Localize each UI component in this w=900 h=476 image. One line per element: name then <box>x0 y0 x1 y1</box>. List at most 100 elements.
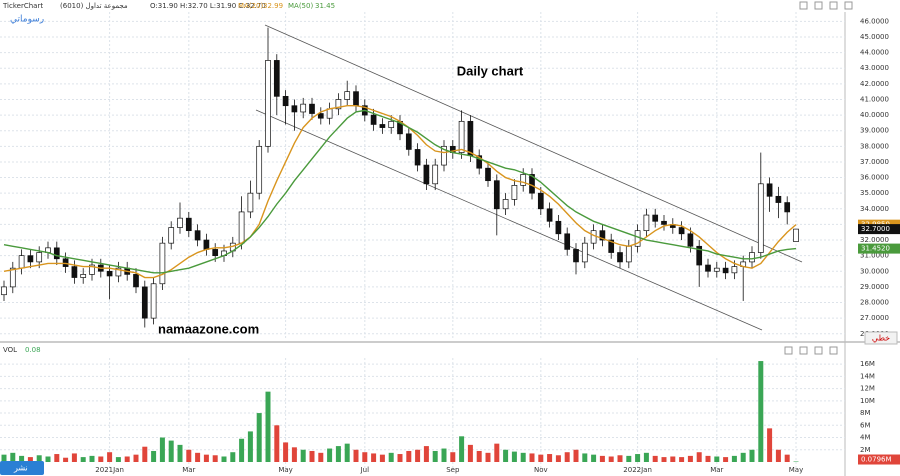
publish-label: نشر <box>13 464 28 473</box>
candle-body <box>423 164 430 185</box>
volume-bar <box>1 454 7 462</box>
volume-bar <box>635 454 641 462</box>
volume-bar <box>432 450 438 462</box>
x-tick-label: May <box>789 466 803 474</box>
candle-body <box>177 217 183 228</box>
volume-bar <box>441 448 447 462</box>
volume-tick-label: 6M <box>860 421 871 429</box>
candle-body <box>502 199 509 210</box>
price-box <box>858 224 900 235</box>
candle-body <box>661 220 667 225</box>
volume-bar <box>608 456 614 462</box>
candle-body <box>141 286 148 319</box>
publish-button[interactable] <box>0 461 44 475</box>
volume-bar <box>705 455 711 462</box>
x-tick-label: Jul <box>360 466 370 474</box>
y-tick-label: 45.0000 <box>860 33 889 41</box>
volume-bar <box>731 455 737 462</box>
toolbar-button[interactable] <box>829 346 838 355</box>
candle-body <box>643 214 650 232</box>
candle-body <box>194 230 201 241</box>
line-button[interactable] <box>864 331 898 345</box>
candle-body <box>687 233 694 247</box>
candle-body <box>300 103 307 113</box>
y-tick-label: 38.0000 <box>860 142 889 150</box>
y-tick-label: 44.0000 <box>860 49 889 57</box>
toolbar-button[interactable] <box>829 1 838 10</box>
volume-bar <box>107 452 113 462</box>
volume-tick-label: 14M <box>860 372 875 380</box>
volume-tick-label: 16M <box>860 360 875 368</box>
candle-body <box>546 208 553 222</box>
volume-bar <box>520 452 526 462</box>
toolbar-button[interactable] <box>799 346 808 355</box>
volume-bar <box>274 425 280 462</box>
volume-bar <box>784 454 790 462</box>
volume-bar <box>423 446 429 462</box>
candle-body <box>537 192 544 210</box>
toolbar-button[interactable] <box>844 1 853 10</box>
volume-bar <box>696 452 702 462</box>
volume-bar <box>450 452 456 462</box>
candle-body <box>291 105 298 113</box>
candle-body <box>133 274 139 288</box>
candle-body <box>317 113 324 119</box>
candle-body <box>326 108 333 119</box>
toolbar-button[interactable] <box>814 346 823 355</box>
volume-bar <box>80 457 86 462</box>
candle-body <box>652 214 659 222</box>
candle-body <box>485 167 491 182</box>
candle-body <box>247 192 254 213</box>
volume-bar <box>547 454 553 462</box>
toolbar-button[interactable] <box>814 1 823 10</box>
toolbar-button[interactable] <box>799 1 808 10</box>
line-button-label: خطي <box>872 334 890 343</box>
candle-body <box>115 267 122 277</box>
volume-bar <box>212 455 218 462</box>
ohlc: O:31.90 H:32.70 L:31.90 C:32.70 <box>150 2 266 10</box>
candle-body <box>370 114 377 125</box>
y-tick-label: 34.0000 <box>860 205 889 213</box>
volume-bar <box>115 457 121 462</box>
volume-bar <box>379 454 385 462</box>
y-tick-label: 37.0000 <box>860 158 889 166</box>
candle-body <box>493 180 500 210</box>
candle-body <box>238 211 245 244</box>
candle-body <box>784 202 791 213</box>
candle-body <box>159 242 166 285</box>
y-tick-label: 35.0000 <box>860 189 889 197</box>
y-tick-label: 29.0000 <box>860 283 889 291</box>
candle-body <box>53 247 60 260</box>
candle-body <box>581 242 588 263</box>
volume-bar <box>291 447 297 462</box>
volume-box-label: 0.0796M <box>861 456 892 464</box>
volume-tick-label: 4M <box>860 434 871 442</box>
candle-body <box>458 120 465 153</box>
volume-bar <box>670 456 676 462</box>
volume-bar <box>687 455 693 462</box>
volume-bar <box>142 446 148 462</box>
ma-header-name: MA(20) <box>238 2 263 10</box>
volume-bar <box>371 453 377 462</box>
volume-bar <box>19 455 25 462</box>
candle-body <box>414 149 421 166</box>
volume-bar <box>793 461 799 463</box>
volume-bar <box>529 453 535 462</box>
volume-bar <box>283 442 289 462</box>
volume-bar <box>221 456 227 462</box>
y-tick-label: 40.0000 <box>860 111 889 119</box>
candle-body <box>168 227 175 244</box>
candle-body <box>335 99 342 110</box>
toolbar-button[interactable] <box>784 346 793 355</box>
volume-bar <box>494 443 500 462</box>
volume-bar <box>467 444 473 462</box>
candle-body <box>713 267 720 272</box>
symbol: مجموعة تداول (6010) <box>60 2 128 10</box>
candle-body <box>441 145 447 166</box>
candle-body <box>185 217 192 232</box>
candle-body <box>379 124 386 128</box>
volume-bar <box>309 450 315 462</box>
volume-bar <box>327 448 333 462</box>
y-tick-label: 31.0000 <box>860 252 889 260</box>
candle-body <box>705 264 711 272</box>
